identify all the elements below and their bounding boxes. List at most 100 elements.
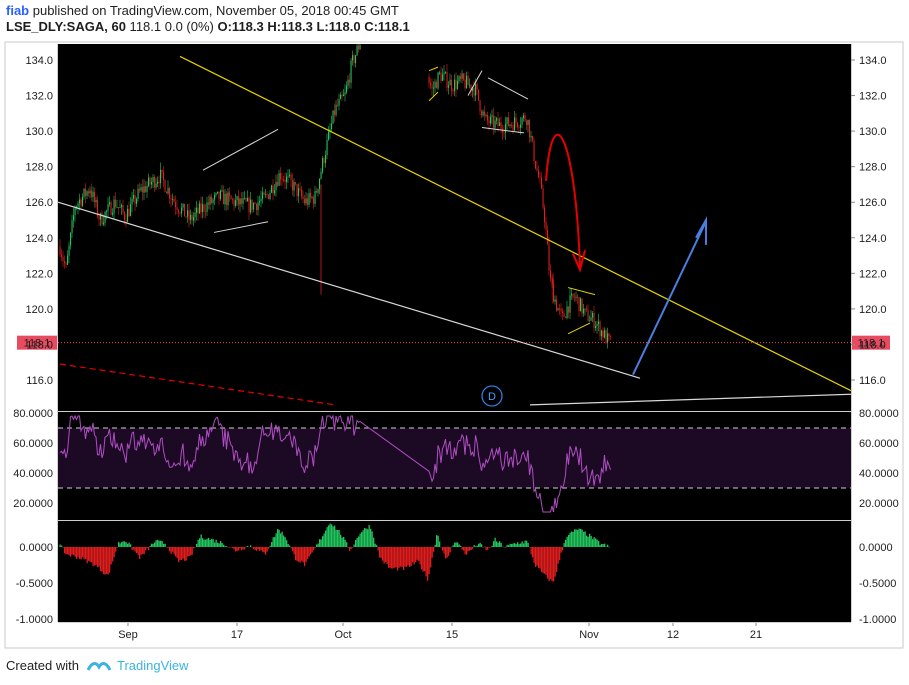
price-tick-left: 130.0: [25, 126, 53, 138]
time-tick-label: Nov: [579, 629, 599, 641]
candle-body: [154, 177, 156, 188]
author-link[interactable]: fiab: [6, 3, 30, 18]
candle-body: [250, 199, 252, 213]
candle-body: [236, 196, 238, 201]
candle-body: [287, 175, 289, 177]
candle-body: [235, 200, 237, 206]
tradingview-logo-icon: [86, 661, 111, 671]
rsi-tick-right: 40.0000: [859, 468, 899, 480]
oscillator-bar: [383, 547, 385, 564]
oscillator-bar: [560, 547, 562, 553]
candle-body: [298, 188, 300, 197]
oscillator-bar: [338, 529, 340, 547]
trendline-yellow-upper: [179, 55, 852, 392]
candle-body: [607, 333, 609, 344]
oscillator-bar: [394, 547, 396, 568]
oscillator-bar: [406, 547, 408, 567]
oscillator-bar: [70, 547, 72, 557]
candle-body: [529, 119, 531, 138]
candle-body: [476, 83, 478, 90]
candle-body: [512, 125, 514, 131]
candle-body: [310, 193, 312, 198]
price-tick-left: 122.0: [25, 268, 53, 280]
chart-header: fiab published on TradingView.com, Novem…: [6, 3, 410, 35]
candle-body: [70, 232, 72, 246]
price-tick-right: 124.0: [859, 233, 887, 245]
candle-body: [584, 308, 586, 310]
oscillator-bar: [445, 547, 447, 559]
oscillator-bar: [565, 539, 567, 547]
oscillator-bar: [574, 529, 576, 547]
oscillator-bar: [170, 547, 172, 554]
candle-body: [263, 192, 265, 195]
candle-body: [337, 104, 339, 106]
candle-body: [283, 179, 285, 181]
oscillator-bar: [148, 547, 150, 551]
oscillator-bar: [98, 547, 100, 567]
candle-body: [112, 213, 114, 215]
candle-body: [574, 297, 576, 298]
oscillator-bar: [95, 547, 97, 565]
candle-body: [466, 75, 468, 89]
oscillator-bar: [592, 539, 594, 547]
candle-body: [319, 178, 321, 190]
candle-body: [482, 111, 484, 116]
price-tick-left: 118.0: [26, 339, 53, 351]
candle-body: [155, 183, 157, 188]
candle-body: [485, 114, 487, 116]
oscillator-bar: [499, 541, 501, 547]
candle-body: [575, 296, 577, 298]
candle-body: [239, 198, 241, 205]
candle-body: [209, 196, 211, 205]
candle-body: [131, 198, 133, 205]
candle-body: [596, 324, 598, 327]
candle-body: [274, 190, 276, 194]
oscillator-bar: [577, 529, 579, 547]
candle-body: [223, 190, 225, 205]
oscillator-bar: [173, 547, 175, 555]
candle-body: [89, 190, 91, 194]
candle-body: [272, 185, 274, 194]
candle-body: [143, 186, 145, 193]
candle-body: [158, 181, 160, 184]
oscillator-bar: [368, 524, 370, 547]
oscillator-bar: [317, 543, 319, 547]
oscillator-bar: [484, 546, 486, 548]
candle-body: [299, 188, 301, 190]
candle-body: [322, 158, 324, 172]
oscillator-bar: [223, 544, 225, 547]
oscillator-bar: [271, 542, 273, 547]
oscillator-bar: [263, 547, 265, 553]
candle-body: [502, 128, 504, 133]
candle-body: [511, 124, 513, 126]
candle-body: [566, 306, 568, 318]
oscillator-bar: [247, 545, 249, 547]
oscillator-bar: [563, 543, 565, 547]
candle-body: [340, 94, 342, 100]
oscillator-bar: [220, 540, 222, 547]
candle-body: [557, 308, 559, 311]
oscillator-bar: [307, 547, 309, 559]
candle-body: [200, 203, 202, 213]
oscillator-bar: [439, 541, 441, 547]
candle-body: [326, 139, 328, 156]
oscillator-bar: [539, 547, 541, 569]
oscillator-bar: [73, 547, 75, 555]
candle-body: [550, 270, 552, 279]
oscillator-bar: [329, 523, 331, 547]
oscillator-bar: [227, 547, 229, 548]
oscillator-bar: [92, 547, 94, 567]
candle-body: [311, 197, 313, 199]
candle-body: [548, 244, 550, 271]
tradingview-brand-link[interactable]: TradingView: [116, 658, 189, 673]
candle-body: [85, 188, 87, 196]
oscillator-bar: [506, 544, 508, 547]
oscillator-bar: [343, 536, 345, 547]
oscillator-bar: [248, 547, 250, 548]
oscillator-bar: [410, 547, 412, 567]
candle-body: [473, 88, 475, 96]
oscillator-bar: [523, 543, 525, 547]
oscillator-bar: [218, 543, 220, 547]
oscillator-bar: [217, 542, 219, 547]
